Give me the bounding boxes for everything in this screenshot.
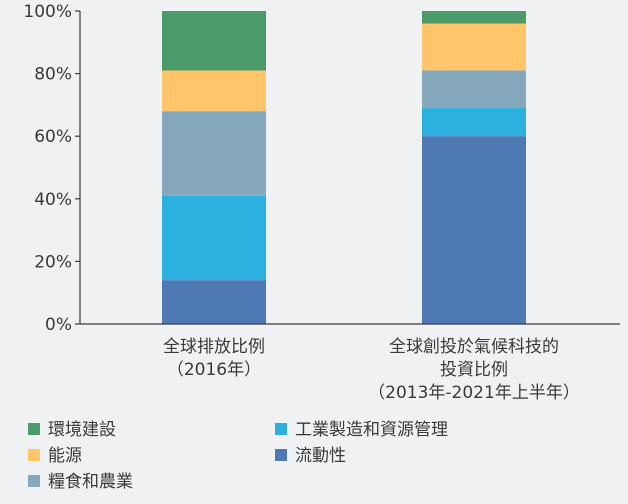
legend-swatch (28, 475, 40, 487)
y-axis: 0% 20% 40% 60% 80% 100% (23, 2, 81, 335)
bar-segment (422, 23, 526, 71)
bars (162, 11, 526, 324)
legend-swatch (275, 449, 287, 461)
bar-segment (422, 70, 526, 109)
legend-label: 工業製造和資源管理 (295, 420, 448, 440)
y-tick-label: 60% (34, 127, 72, 147)
legend-label: 糧食和農業 (48, 472, 133, 492)
bar-segment (162, 70, 266, 112)
category-label: （2013年-2021年上半年） (368, 383, 580, 403)
legend-swatch (28, 423, 40, 435)
bar-segment (162, 280, 266, 324)
legend-label: 能源 (48, 446, 82, 466)
category-label: 全球排放比例 (163, 337, 265, 357)
category-label: （2016年） (167, 360, 261, 380)
y-tick-label: 0% (45, 315, 72, 335)
legend-label: 環境建設 (48, 420, 116, 440)
legend-swatch (275, 423, 287, 435)
y-tick-label: 40% (34, 190, 72, 210)
y-tick-label: 100% (23, 2, 72, 22)
legend-label: 流動性 (295, 446, 346, 466)
category-label: 投資比例 (440, 360, 508, 380)
bar-segment (162, 11, 266, 71)
bar-segment (422, 108, 526, 137)
legend-swatch (28, 449, 40, 461)
y-tick-label: 20% (34, 252, 72, 272)
category-label: 全球創投於氣候科技的 (389, 337, 559, 357)
bar-segment (162, 111, 266, 196)
bar-segment (162, 195, 266, 281)
bar-segment (422, 11, 526, 24)
bar-segment (422, 136, 526, 324)
y-tick-label: 80% (34, 65, 72, 85)
